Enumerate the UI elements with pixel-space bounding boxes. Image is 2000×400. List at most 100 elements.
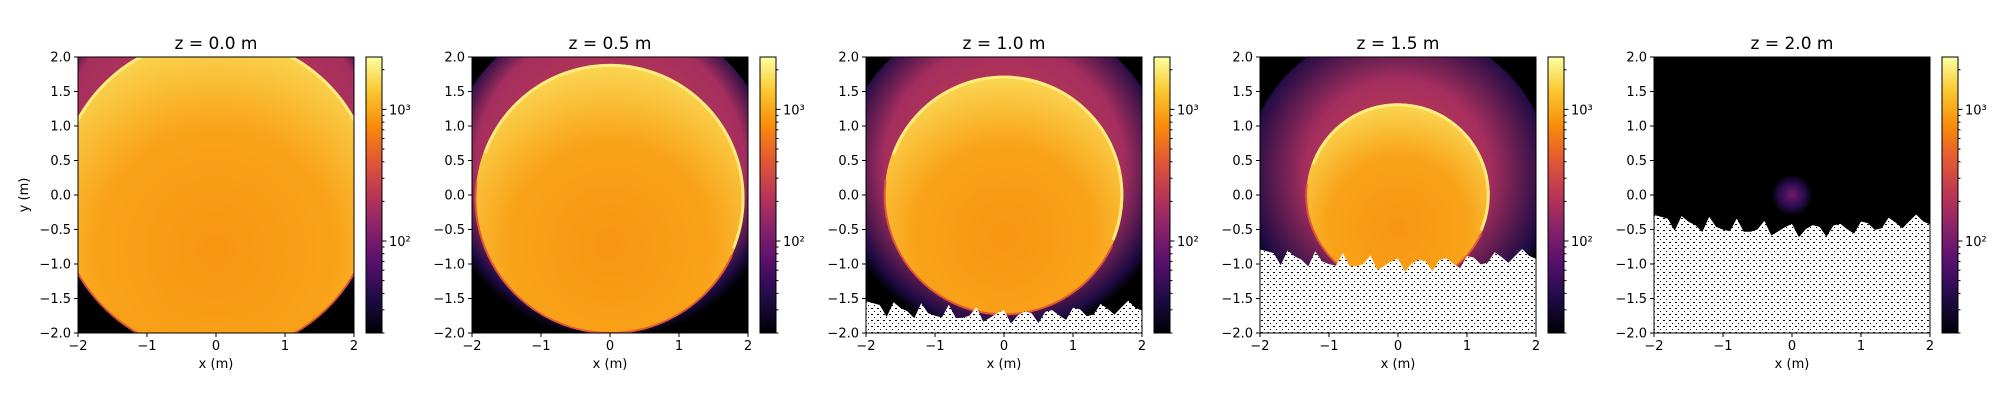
colorbar-tick-label: 10² (1571, 235, 1593, 250)
heatmap-2 (866, 57, 1142, 333)
x-axis-label: x (m) (1381, 357, 1416, 372)
x-tick-label: 0 (606, 339, 614, 354)
x-tick-label: 2 (744, 339, 752, 354)
panel-title: z = 1.0 m (963, 34, 1046, 54)
x-tick-label: −2 (1250, 339, 1269, 354)
x-tick-label: 0 (1000, 339, 1008, 354)
x-tick-label: 2 (350, 339, 358, 354)
x-tick-label: −2 (68, 339, 87, 354)
y-tick-label: 2.0 (1232, 51, 1253, 66)
y-tick-label: 0.0 (1626, 189, 1647, 204)
beam-rim-edge (883, 74, 1125, 316)
panel-title: z = 0.5 m (569, 34, 652, 54)
y-tick-label: −2.0 (433, 327, 465, 342)
y-tick-label: 1.5 (444, 85, 465, 100)
x-tick-label: 2 (1926, 339, 1934, 354)
x-tick-label: 2 (1532, 339, 1540, 354)
x-tick-label: −2 (462, 339, 481, 354)
beam-disk (1306, 103, 1490, 287)
empty-region (866, 300, 1142, 333)
y-tick-label: 1.0 (50, 120, 71, 135)
colorbar (365, 56, 383, 334)
x-tick-label: 0 (212, 339, 220, 354)
empty-region (1654, 214, 1930, 333)
heatmap-1 (472, 57, 748, 333)
y-tick-label: −1.0 (433, 258, 465, 273)
y-tick-label: 0.0 (444, 189, 465, 204)
empty-region (1260, 249, 1536, 333)
colorbar (759, 56, 777, 334)
panel-title: z = 2.0 m (1751, 34, 1834, 54)
x-tick-label: 1 (1463, 339, 1471, 354)
colorbar-tick-label: 10³ (1571, 103, 1593, 118)
colorbar-tick-label: 10³ (1177, 103, 1199, 118)
colorbar (1941, 56, 1959, 334)
y-tick-label: 1.0 (1626, 120, 1647, 135)
y-tick-label: 0.5 (1626, 154, 1647, 169)
x-tick-label: 2 (1138, 339, 1146, 354)
x-axis-label: x (m) (199, 357, 234, 372)
beam-rim-edge (474, 62, 746, 333)
y-tick-label: −1.5 (1221, 292, 1253, 307)
panel-title: z = 1.5 m (1357, 34, 1440, 54)
y-tick-label: 1.0 (1232, 120, 1253, 135)
x-tick-label: 1 (281, 339, 289, 354)
y-tick-label: 0.0 (838, 189, 859, 204)
colorbar-tick-label: 10³ (783, 103, 805, 118)
colorbar-tick-label: 10² (1965, 235, 1987, 250)
panel-1: z = 0.5 m −2 −1 0 1 2 −2.0 −1.5 −1.0 −0.5 0.0 0.5 1.… (433, 34, 805, 372)
x-tick-label: −1 (1713, 339, 1732, 354)
y-tick-label: 2.0 (444, 51, 465, 66)
x-tick-label: −1 (1319, 339, 1338, 354)
colorbar-tick-label: 10² (1177, 235, 1199, 250)
y-axis-label: y (m) (17, 178, 32, 213)
y-tick-label: 0.5 (838, 154, 859, 169)
x-tick-label: 0 (1788, 339, 1796, 354)
y-tick-label: −1.5 (827, 292, 859, 307)
colorbar-tick-label: 10³ (1965, 103, 1987, 118)
y-tick-label: −1.0 (39, 258, 71, 273)
y-tick-label: −1.0 (827, 258, 859, 273)
faint-blob (1771, 174, 1813, 216)
panels: z = 0.0 m −2 −1 0 1 2 −2.0 −1.5 −1.0 −0.5 0.0 0.5 1.… (17, 34, 1987, 372)
heatmap-4 (1654, 57, 1930, 333)
y-tick-label: 1.5 (50, 85, 71, 100)
y-tick-label: 1.5 (838, 85, 859, 100)
y-tick-label: −1.0 (1615, 258, 1647, 273)
y-tick-label: 1.5 (1232, 85, 1253, 100)
colorbar (1547, 56, 1565, 334)
y-tick-label: −1.5 (39, 292, 71, 307)
heatmap-0 (78, 57, 354, 333)
beam-disk (475, 63, 745, 333)
beam-rim-bright (475, 63, 745, 333)
y-tick-label: −2.0 (39, 327, 71, 342)
y-tick-label: 1.5 (1626, 85, 1647, 100)
y-tick-label: 1.0 (444, 120, 465, 135)
y-tick-label: 0.0 (50, 189, 71, 204)
panel-title: z = 0.0 m (175, 34, 258, 54)
panel-3: z = 1.5 m −2 −1 0 1 2 −2.0 −1.5 −1.0 −0.5 0.0 0.5 1.… (1221, 34, 1593, 372)
y-tick-label: −0.5 (1615, 223, 1647, 238)
y-tick-label: −1.5 (1615, 292, 1647, 307)
colorbar (1153, 56, 1171, 334)
y-tick-label: 0.5 (1232, 154, 1253, 169)
y-tick-label: 2.0 (1626, 51, 1647, 66)
y-tick-label: −0.5 (433, 223, 465, 238)
y-tick-label: 1.0 (838, 120, 859, 135)
y-tick-label: −0.5 (827, 223, 859, 238)
y-tick-label: −2.0 (1221, 327, 1253, 342)
panel-2: z = 1.0 m −2 −1 0 1 2 −2.0 −1.5 −1.0 −0.5 0.0 0.5 1.… (827, 34, 1199, 372)
x-tick-label: 1 (1857, 339, 1865, 354)
y-tick-label: −2.0 (827, 327, 859, 342)
panel-0: z = 0.0 m −2 −1 0 1 2 −2.0 −1.5 −1.0 −0.5 0.0 0.5 1.… (17, 34, 411, 372)
y-tick-label: 0.5 (444, 154, 465, 169)
heatmap-3 (1260, 57, 1536, 333)
x-tick-label: 1 (1069, 339, 1077, 354)
x-tick-label: −1 (137, 339, 156, 354)
x-tick-label: 0 (1394, 339, 1402, 354)
beam-disk (78, 57, 354, 333)
x-tick-label: 1 (675, 339, 683, 354)
beam-rim-bright (884, 75, 1124, 315)
y-tick-label: 0.5 (50, 154, 71, 169)
